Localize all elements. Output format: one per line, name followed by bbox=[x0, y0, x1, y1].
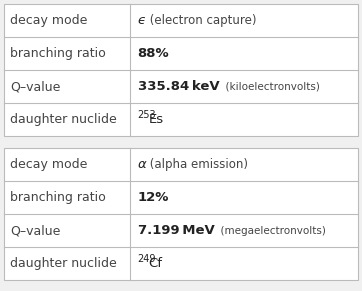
Text: (megaelectronvolts): (megaelectronvolts) bbox=[214, 226, 326, 235]
Bar bbox=[4, 148, 358, 280]
Text: (kiloelectronvolts): (kiloelectronvolts) bbox=[219, 81, 320, 91]
Text: branching ratio: branching ratio bbox=[10, 47, 106, 60]
Text: (alpha emission): (alpha emission) bbox=[146, 158, 248, 171]
Text: decay mode: decay mode bbox=[10, 14, 87, 27]
Text: 12%: 12% bbox=[138, 191, 169, 204]
Text: α: α bbox=[138, 158, 146, 171]
Text: Q–value: Q–value bbox=[10, 80, 60, 93]
Text: (electron capture): (electron capture) bbox=[146, 14, 256, 27]
Text: 335.84 keV: 335.84 keV bbox=[138, 80, 219, 93]
Text: decay mode: decay mode bbox=[10, 158, 87, 171]
Text: 88%: 88% bbox=[138, 47, 169, 60]
Bar bbox=[4, 4, 358, 136]
Text: 249: 249 bbox=[138, 255, 156, 265]
Text: 7.199 MeV: 7.199 MeV bbox=[138, 224, 214, 237]
Text: Es: Es bbox=[149, 113, 164, 126]
Text: branching ratio: branching ratio bbox=[10, 191, 106, 204]
Text: daughter nuclide: daughter nuclide bbox=[10, 113, 117, 126]
Text: daughter nuclide: daughter nuclide bbox=[10, 257, 117, 270]
Text: Q–value: Q–value bbox=[10, 224, 60, 237]
Text: Cf: Cf bbox=[149, 257, 163, 270]
Text: 253: 253 bbox=[138, 111, 156, 120]
Text: ϵ: ϵ bbox=[138, 14, 146, 27]
